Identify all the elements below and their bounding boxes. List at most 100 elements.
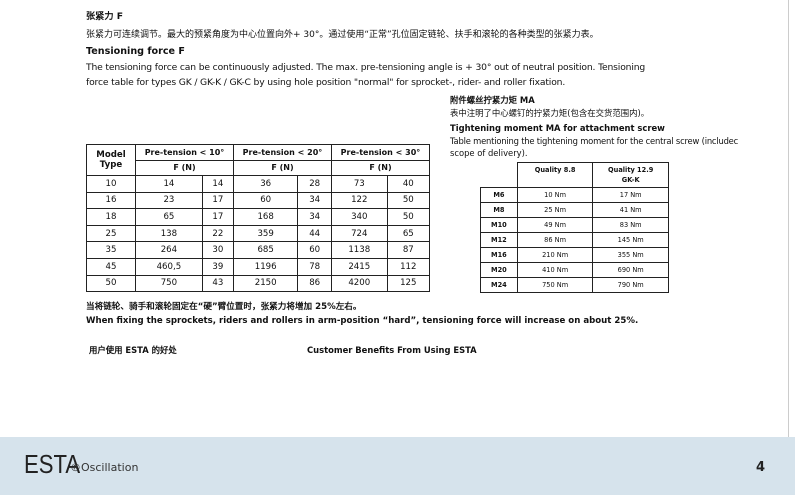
moment-cell: 86 Nm [516, 232, 594, 248]
unit-header: F (N) [135, 159, 234, 176]
screw-size-cell: M12 [480, 232, 518, 248]
force-cell: 39 [201, 257, 234, 276]
force-cell: 14 [201, 175, 234, 193]
force-cell: 34 [297, 208, 332, 226]
force-cell: 1196 [232, 257, 299, 276]
force-cell: 86 [297, 274, 332, 293]
tightening-moment-table: Quality 8.8 Quality 12.9 GK-K M6 10 Nm 17 N… [480, 162, 669, 293]
force-cell: 17 [201, 191, 234, 210]
screw-size-cell: M6 [480, 187, 518, 203]
section-text-cn: 张紧力可连续调节。最大的预紧角度为中心位置向外+ 30°。通过使用“正常”孔位固… [86, 30, 599, 40]
table-row: 18 65 17 168 34 340 50 [86, 208, 431, 226]
moment-cell: 145 Nm [592, 232, 669, 248]
tensioning-force-table: Model Type Pre-tension < 10° Pre-tension… [86, 144, 431, 293]
moment-cell: 10 Nm [516, 187, 594, 203]
force-cell: 65 [386, 224, 431, 243]
model-cell: 18 [86, 208, 136, 226]
quality-header: Quality 8.8 [516, 162, 594, 188]
table-row: 16 23 17 60 34 122 50 [86, 191, 431, 210]
force-cell: 264 [135, 241, 203, 259]
force-cell: 65 [135, 208, 203, 226]
group-header: Pre-tension < 10° [135, 144, 234, 161]
benefits-en: Customer Benefits From Using ESTA [307, 345, 477, 355]
moment-title-en: Tightening moment MA for attachment scre… [450, 123, 665, 133]
model-type-header: Model Type [86, 144, 136, 176]
page-edge-divider [788, 0, 789, 437]
moment-cell: 750 Nm [516, 277, 594, 293]
force-cell: 28 [297, 175, 332, 193]
screw-size-cell: M20 [480, 262, 518, 278]
section-title-en: Tensioning force F [86, 46, 185, 57]
force-cell: 14 [135, 175, 203, 193]
quality-header: Quality 12.9 GK-K [592, 162, 669, 188]
moment-cell: 49 Nm [516, 217, 594, 233]
table-row: M16 210 Nm 355 Nm [480, 247, 669, 263]
footer-subbrand: ®Oscillation [70, 461, 139, 474]
quality-header-sub: GK-K [621, 176, 640, 184]
table-row: 35 264 30 685 60 1138 87 [86, 241, 431, 259]
moment-cell: 410 Nm [516, 262, 594, 278]
section-title-cn: 张紧力 F [86, 11, 124, 22]
force-cell: 60 [232, 191, 299, 210]
table-row: M8 25 Nm 41 Nm [480, 202, 669, 218]
force-cell: 22 [201, 224, 234, 243]
note-cn: 当将链轮、骑手和滚轮固定在“硬”臂位置时，张紧力将增加 25%左右。 [86, 302, 362, 312]
force-cell: 2415 [330, 257, 388, 276]
group-header: Pre-tension < 20° [232, 144, 332, 161]
model-cell: 25 [86, 224, 136, 243]
force-cell: 87 [386, 241, 431, 259]
empty-corner [480, 162, 518, 188]
force-cell: 168 [232, 208, 299, 226]
model-cell: 45 [86, 257, 136, 276]
table-row: M10 49 Nm 83 Nm [480, 217, 669, 233]
force-cell: 685 [232, 241, 299, 259]
force-cell: 40 [386, 175, 431, 193]
screw-size-cell: M8 [480, 202, 518, 218]
moment-title-cn: 附件螺丝拧紧力矩 MA [450, 95, 535, 105]
table-row: 45 460,5 39 1196 78 2415 112 [86, 257, 431, 276]
table-row: 10 14 14 36 28 73 40 [86, 175, 431, 193]
force-cell: 23 [135, 191, 203, 210]
table-row: 50 750 43 2150 86 4200 125 [86, 274, 431, 293]
force-cell: 36 [232, 175, 299, 193]
force-cell: 34 [297, 191, 332, 210]
force-cell: 359 [232, 224, 299, 243]
moment-cell: 25 Nm [516, 202, 594, 218]
force-cell: 50 [386, 191, 431, 210]
footer-brand: ESTA [24, 449, 81, 479]
benefits-cn: 用户使用 ESTA 的好处 [89, 345, 177, 355]
moment-text-cn: 表中注明了中心螺钉的拧紧力矩(包含在交货范围内)。 [450, 108, 650, 118]
force-cell: 4200 [330, 274, 388, 293]
force-cell: 30 [201, 241, 234, 259]
table-row: M6 10 Nm 17 Nm [480, 187, 669, 203]
moment-text-en-2: scope of delivery). [450, 148, 528, 158]
unit-header: F (N) [232, 159, 332, 176]
page-number: 4 [756, 460, 766, 475]
moment-text-en-1: Table mentioning the tightening moment f… [450, 136, 739, 146]
moment-cell: 790 Nm [592, 277, 669, 293]
force-cell: 50 [386, 208, 431, 226]
note-en: When fixing the sprockets, riders and ro… [86, 316, 639, 326]
force-cell: 122 [330, 191, 388, 210]
screw-size-cell: M24 [480, 277, 518, 293]
moment-cell: 355 Nm [592, 247, 669, 263]
force-cell: 1138 [330, 241, 388, 259]
force-cell: 78 [297, 257, 332, 276]
force-cell: 2150 [232, 274, 299, 293]
moment-cell: 690 Nm [592, 262, 669, 278]
force-cell: 125 [386, 274, 431, 293]
table-row: M12 86 Nm 145 Nm [480, 232, 669, 248]
force-cell: 73 [330, 175, 388, 193]
section-text-en-2: force table for types GK / GK-K / GK-C b… [86, 77, 566, 88]
table-row: 25 138 22 359 44 724 65 [86, 224, 431, 243]
moment-cell: 41 Nm [592, 202, 669, 218]
force-cell: 138 [135, 224, 203, 243]
force-cell: 112 [386, 257, 431, 276]
force-cell: 724 [330, 224, 388, 243]
group-header: Pre-tension < 30° [330, 144, 431, 161]
moment-cell: 17 Nm [592, 187, 669, 203]
force-cell: 340 [330, 208, 388, 226]
force-cell: 460,5 [135, 257, 203, 276]
model-cell: 50 [86, 274, 136, 293]
screw-size-cell: M16 [480, 247, 518, 263]
